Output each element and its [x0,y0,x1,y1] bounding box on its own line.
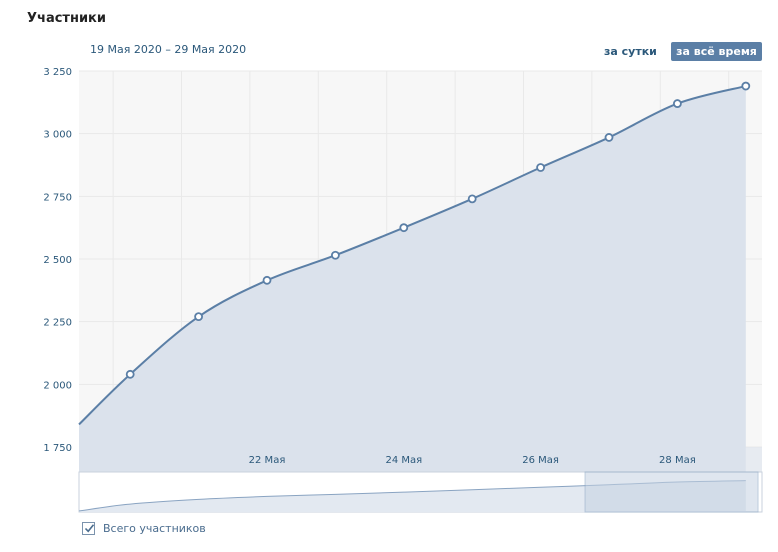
date-range: 19 Мая 2020 – 29 Мая 2020 [90,43,247,56]
checkmark-icon [84,524,95,533]
data-point [673,99,682,108]
y-tick-label: 1 750 [43,443,72,454]
x-tick-label: 22 Мая [249,455,286,466]
data-point [467,194,477,204]
data-point [399,223,409,233]
x-axis-band [79,447,762,472]
page-title: Участники [27,11,106,26]
data-point [194,312,204,322]
data-point [262,275,272,285]
y-tick-label: 2 250 [43,318,72,329]
data-point [741,81,751,91]
chart-navigator[interactable] [78,471,763,513]
navigator-area [79,480,746,512]
data-point [125,369,135,379]
y-tick-label: 2 500 [43,255,72,266]
y-tick-label: 3 000 [43,130,72,141]
data-point [536,163,545,172]
x-tick-label: 26 Мая [522,455,559,466]
data-point [604,133,614,142]
y-tick-label: 2 000 [43,380,72,391]
period-all-button[interactable]: за всё время [671,42,762,61]
navigator-selection [584,471,759,513]
period-day-button[interactable]: за сутки [604,45,657,58]
legend-label: Всего участников [103,522,206,535]
x-tick-label: 24 Мая [385,455,422,466]
series-checkbox[interactable] [82,522,95,535]
x-tick-label: 28 Мая [659,455,696,466]
data-point [330,250,340,260]
series-area [79,86,746,472]
y-tick-label: 2 750 [43,192,72,203]
y-tick-label: 3 250 [43,67,72,78]
